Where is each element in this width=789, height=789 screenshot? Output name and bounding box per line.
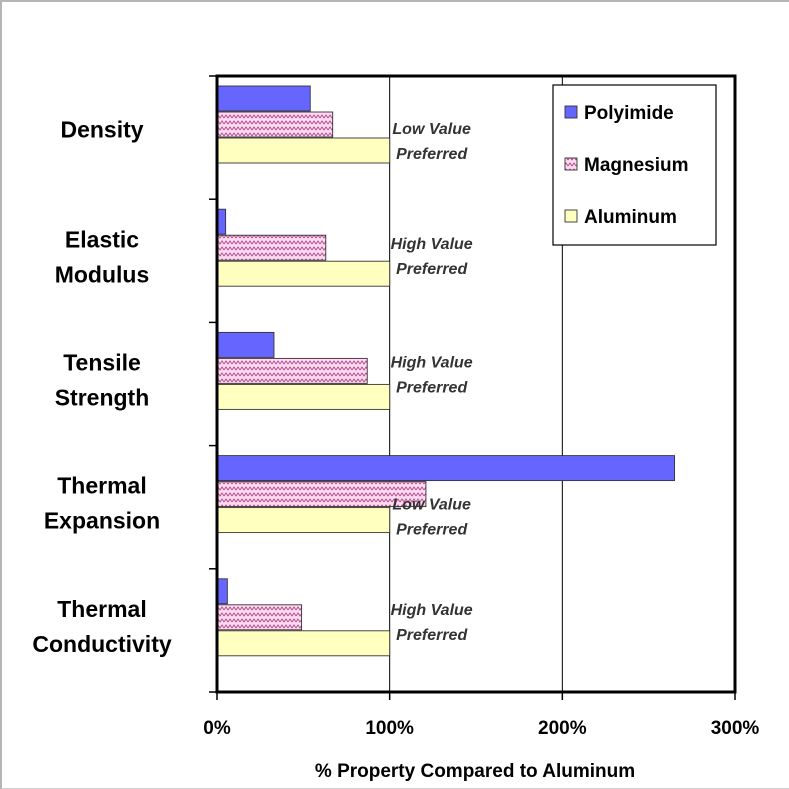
category-label: Expansion	[44, 508, 160, 534]
labels: Density Elastic Modulus Tensile Strength Ther…	[32, 117, 759, 739]
preference-note: High Value	[391, 236, 473, 253]
legend: Polyimide Magnesium Aluminum	[552, 84, 717, 246]
legend-label: Magnesium	[584, 155, 689, 176]
preference-note: Preferred	[396, 522, 468, 539]
bar-magnesium	[216, 234, 327, 261]
category-label: Thermal	[57, 473, 146, 499]
legend-swatch	[564, 209, 578, 223]
legend-swatch	[564, 105, 578, 119]
bars	[216, 85, 676, 657]
x-tick-label: 300%	[711, 718, 760, 739]
bar-polyimide	[216, 455, 676, 482]
bar-polyimide	[216, 578, 228, 605]
bar-polyimide	[216, 85, 311, 112]
category-label: Strength	[55, 385, 150, 411]
bar-polyimide	[216, 331, 275, 358]
bar-aluminum	[216, 383, 391, 410]
bar-aluminum	[216, 260, 391, 287]
bar-aluminum	[216, 630, 391, 657]
legend-label: Polyimide	[584, 103, 674, 124]
bar-magnesium	[216, 111, 334, 138]
preference-note: Preferred	[396, 261, 468, 278]
preference-note: High Value	[391, 354, 473, 371]
x-tick-label: 0%	[203, 718, 231, 739]
axes	[209, 74, 737, 700]
bar-aluminum	[216, 507, 391, 534]
category-label: Tensile	[63, 350, 141, 376]
bar-magnesium	[216, 481, 427, 508]
preference-note: Preferred	[396, 627, 468, 644]
x-axis-title: % Property Compared to Aluminum	[315, 761, 635, 782]
category-label: Elastic	[65, 226, 139, 252]
plot-border	[215, 74, 737, 694]
category-label: Modulus	[55, 261, 150, 287]
legend-swatch	[564, 157, 578, 171]
bar-magnesium	[216, 604, 303, 631]
preference-note: High Value	[391, 602, 473, 619]
category-label: Conductivity	[32, 631, 171, 657]
preference-note: Preferred	[396, 146, 468, 163]
bar-aluminum	[216, 137, 391, 164]
preference-note: Preferred	[396, 379, 468, 396]
category-label: Density	[60, 117, 143, 143]
bar-magnesium	[216, 357, 368, 384]
preference-note: Low Value	[392, 121, 471, 138]
preference-note: Low Value	[392, 497, 471, 514]
x-tick-label: 200%	[538, 718, 587, 739]
legend-label: Aluminum	[584, 207, 677, 228]
x-tick-label: 100%	[365, 718, 414, 739]
category-label: Thermal	[57, 596, 146, 622]
legend-box	[552, 84, 717, 246]
